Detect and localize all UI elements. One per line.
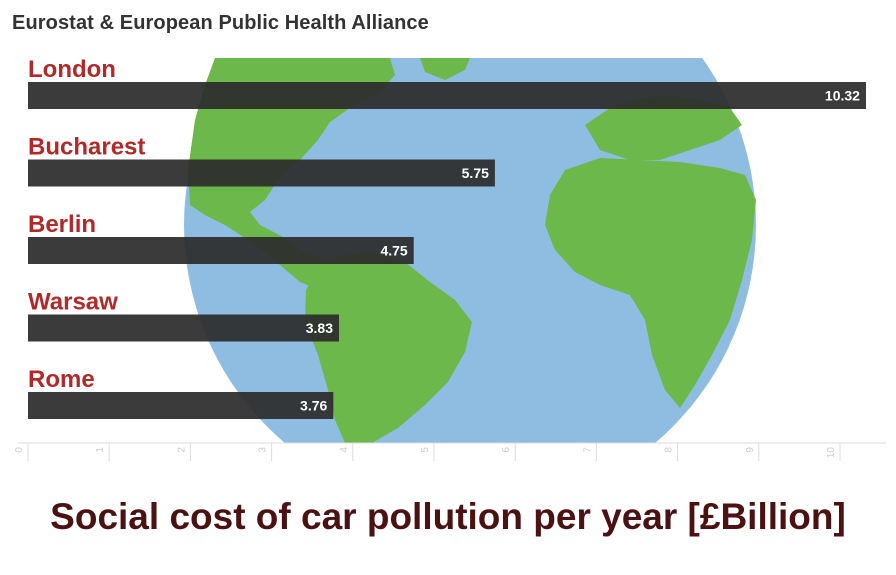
globe-illustration [184, 58, 756, 443]
source-label: Eurostat & European Public Health Allian… [12, 12, 429, 34]
x-tick-label: 6 [501, 447, 512, 453]
category-label: Rome [28, 366, 95, 393]
x-tick-label: 7 [582, 447, 593, 453]
bar-london [28, 82, 866, 109]
x-tick-label: 10 [826, 447, 837, 459]
category-label: Bucharest [28, 134, 145, 161]
africa-landmass [545, 158, 756, 408]
x-tick-label: 1 [95, 447, 106, 453]
bar-chart: London 10.32 Bucharest 5.75 Berlin 4.75 Warsaw… [14, 56, 886, 461]
x-tick-label: 9 [745, 447, 756, 453]
x-tick-label: 5 [420, 447, 431, 453]
x-tick-label: 4 [339, 447, 350, 453]
europe-landmass [585, 96, 742, 160]
south-america-landmass [305, 252, 472, 443]
bar-warsaw [28, 314, 339, 342]
value-label: 10.32 [825, 88, 860, 104]
greenland-landmass [420, 58, 470, 80]
x-tick-label: 3 [258, 447, 269, 453]
bar-rome [28, 392, 334, 419]
north-america-landmass [188, 58, 395, 290]
chart-title: Social cost of car pollution per year [£… [50, 496, 846, 537]
chart-area: London 10.32 Bucharest 5.75 Berlin 4.75 Warsaw… [14, 56, 886, 461]
category-label: Berlin [28, 211, 96, 238]
value-label: 3.83 [306, 320, 333, 336]
x-tick-label: 2 [176, 447, 187, 453]
bar-bucharest [28, 159, 495, 187]
category-label: Warsaw [28, 289, 118, 316]
value-label: 3.76 [300, 398, 327, 414]
x-tick-label: 8 [664, 447, 675, 453]
x-tick-label: 0 [14, 447, 25, 453]
bar-berlin [28, 237, 414, 264]
category-label: London [28, 56, 116, 83]
value-label: 4.75 [380, 243, 407, 259]
value-label: 5.75 [462, 165, 489, 181]
